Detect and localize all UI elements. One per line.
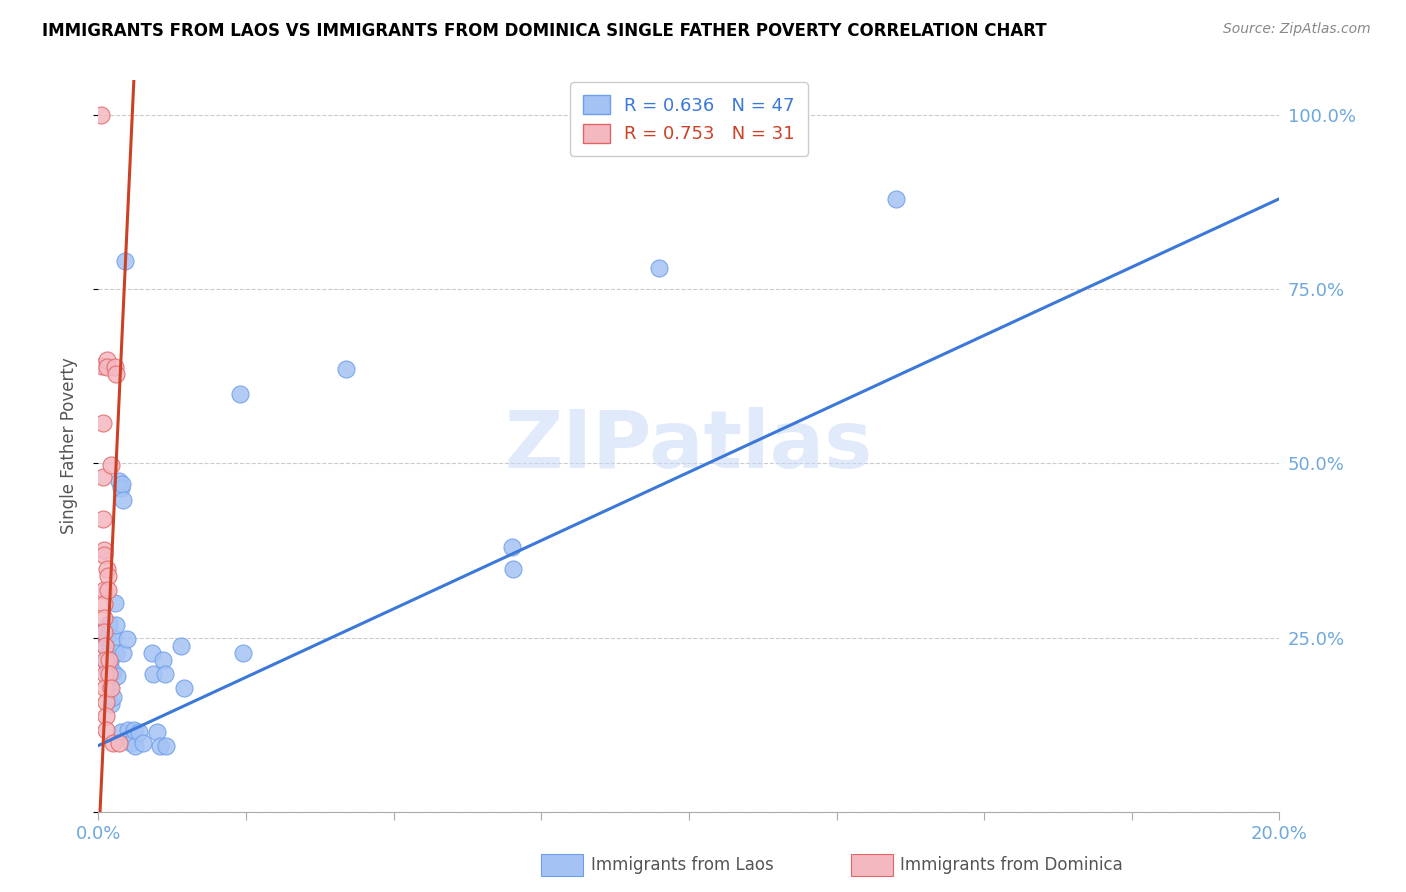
Point	[173, 681, 195, 695]
Point	[884, 192, 907, 206]
Point	[502, 562, 524, 576]
Text: Immigrants from Laos: Immigrants from Laos	[591, 856, 773, 874]
Point	[108, 474, 131, 488]
Point	[91, 512, 114, 526]
Point	[105, 669, 128, 683]
Point	[104, 360, 127, 375]
Point	[96, 665, 118, 680]
Point	[93, 625, 115, 640]
Point	[96, 353, 118, 368]
Point	[141, 646, 163, 660]
Point	[110, 724, 132, 739]
Point	[114, 254, 136, 268]
Point	[94, 723, 117, 737]
Text: Immigrants from Dominica: Immigrants from Dominica	[900, 856, 1122, 874]
Point	[94, 681, 117, 695]
Point	[98, 666, 121, 681]
Point	[335, 362, 357, 376]
Point	[91, 416, 114, 430]
Point	[229, 386, 252, 401]
Point	[103, 736, 125, 750]
Point	[155, 739, 177, 753]
Point	[108, 736, 131, 750]
Legend: R = 0.636   N = 47, R = 0.753   N = 31: R = 0.636 N = 47, R = 0.753 N = 31	[571, 82, 807, 156]
Point	[94, 666, 117, 681]
Point	[120, 736, 142, 750]
Point	[103, 631, 125, 645]
Point	[128, 724, 150, 739]
Point	[93, 583, 115, 598]
Point	[111, 477, 134, 491]
Point	[170, 639, 193, 653]
Point	[115, 632, 138, 646]
Point	[93, 611, 115, 625]
Point	[94, 653, 117, 667]
Point	[98, 679, 121, 693]
Point	[96, 631, 118, 645]
Point	[152, 653, 174, 667]
Point	[103, 690, 125, 704]
Point	[105, 646, 128, 660]
Point	[103, 665, 125, 680]
Point	[117, 723, 139, 737]
Point	[501, 540, 523, 554]
Point	[100, 681, 122, 695]
Point	[98, 616, 121, 631]
Point	[93, 543, 115, 558]
Point	[110, 481, 132, 495]
Point	[100, 458, 122, 472]
Point	[96, 360, 118, 375]
Point	[112, 492, 135, 507]
Point	[149, 739, 172, 753]
Point	[96, 562, 118, 576]
Point	[104, 596, 127, 610]
Point	[232, 646, 254, 660]
Point	[94, 708, 117, 723]
Text: ZIPatlas: ZIPatlas	[505, 407, 873, 485]
Point	[94, 695, 117, 709]
Point	[142, 666, 165, 681]
Y-axis label: Single Father Poverty: Single Father Poverty	[59, 358, 77, 534]
Point	[146, 724, 169, 739]
Point	[97, 583, 120, 598]
Point	[124, 739, 146, 753]
Point	[132, 736, 155, 750]
Point	[93, 597, 115, 611]
Text: IMMIGRANTS FROM LAOS VS IMMIGRANTS FROM DOMINICA SINGLE FATHER POVERTY CORRELATI: IMMIGRANTS FROM LAOS VS IMMIGRANTS FROM …	[42, 22, 1047, 40]
Point	[93, 638, 115, 652]
Point	[94, 655, 117, 669]
Point	[648, 261, 671, 276]
Point	[153, 666, 176, 681]
Point	[94, 639, 117, 653]
Point	[91, 470, 114, 484]
Point	[97, 569, 120, 583]
Point	[91, 359, 114, 373]
Point	[105, 368, 128, 382]
Point	[105, 618, 128, 632]
Point	[90, 108, 112, 122]
Point	[112, 646, 135, 660]
Point	[97, 648, 120, 662]
Point	[93, 549, 115, 563]
Text: Source: ZipAtlas.com: Source: ZipAtlas.com	[1223, 22, 1371, 37]
Point	[100, 697, 122, 711]
Point	[98, 653, 121, 667]
Point	[98, 655, 121, 669]
Point	[91, 624, 114, 638]
Point	[122, 723, 145, 737]
